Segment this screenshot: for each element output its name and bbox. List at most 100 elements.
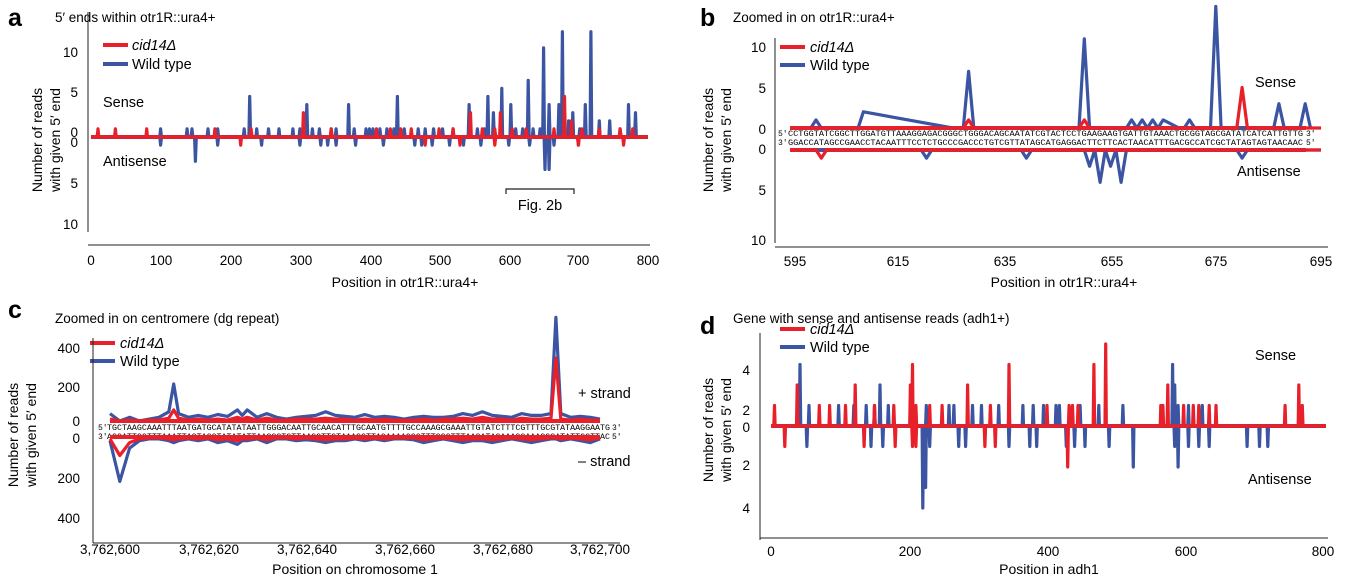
y-axis-label: with given 5′ end (718, 378, 734, 483)
y-tick-label: 10 (751, 233, 766, 248)
x-axis-label: Position in otr1R::ura4+ (991, 274, 1138, 290)
three-prime-label: 3′ (98, 433, 108, 442)
panel-d-yaxis: 4 2 0 2 4 Number of reads with given 5′ … (700, 333, 761, 540)
y-tick-label: 10 (63, 45, 78, 60)
y-tick-label: 200 (57, 471, 80, 486)
x-tick-label: 3,762,640 (277, 542, 337, 557)
x-tick-label: 655 (1101, 254, 1124, 269)
minus-strand-annotation: – strand (578, 454, 630, 470)
sequence-top-strand: TGCTAAGCAAATTTAATGATGCATATATAATTGGGACAAT… (107, 424, 610, 433)
y-axis-label: Number of reads (29, 88, 45, 192)
panel-d-xaxis: 0 200 400 600 800 Position in adh1 (760, 537, 1335, 577)
three-prime-label: 3′ (612, 424, 622, 433)
y-axis-label: Number of reads (5, 383, 21, 487)
x-tick-label: 800 (1312, 544, 1335, 559)
mutant-sense-series (795, 85, 1321, 130)
panel-b-yaxis: 10 5 0 0 5 10 Number of reads with given… (700, 38, 776, 248)
three-prime-label: 3′ (1306, 130, 1316, 139)
y-tick-label: 0 (742, 420, 750, 435)
legend-label-mutant: cid14Δ (810, 40, 854, 56)
panel-d: d Gene with sense and antisense reads (a… (700, 311, 1334, 577)
x-axis-label: Position in otr1R::ura4+ (332, 274, 479, 290)
antisense-annotation: Antisense (1237, 164, 1301, 180)
x-tick-label: 600 (1175, 544, 1198, 559)
y-axis-label: with given 5′ end (718, 88, 734, 193)
y-tick-label: 2 (742, 403, 750, 418)
y-axis-label: with given 5′ end (47, 88, 63, 193)
panel-b-xaxis: 595 615 635 655 675 695 Position in otr1… (775, 246, 1333, 290)
five-prime-label: 5′ (612, 433, 622, 442)
sense-annotation: Sense (103, 95, 144, 111)
x-axis-label: Position in adh1 (999, 561, 1099, 577)
legend-label-wildtype: Wild type (810, 58, 870, 74)
panel-b-sequence: 5′ CCTGGTATCGGCTTGGATGTTAAAGGAGACGGGCTGG… (778, 130, 1316, 148)
y-axis-label: with given 5′ end (23, 383, 39, 488)
y-tick-label: 0 (758, 122, 766, 137)
x-tick-label: 635 (994, 254, 1017, 269)
wildtype-antisense-series (771, 424, 1323, 510)
antisense-annotation: Antisense (103, 154, 167, 170)
bracket-line (505, 188, 575, 194)
panel-c-plot (108, 315, 601, 483)
panel-a-xaxis: 0 100 200 300 400 500 600 700 800 Positi… (87, 244, 659, 290)
legend-label-wildtype: Wild type (132, 57, 192, 73)
panel-a-plot (91, 30, 648, 171)
antisense-annotation: Antisense (1248, 472, 1312, 488)
wildtype-antisense-series (108, 437, 601, 483)
panel-c-title: Zoomed in on centromere (dg repeat) (55, 311, 279, 326)
y-tick-label: 200 (57, 380, 80, 395)
three-prime-label: 3′ (778, 139, 788, 148)
five-prime-label: 5′ (778, 130, 788, 139)
mutant-sense-series (771, 342, 1323, 428)
y-tick-label: 5 (758, 183, 766, 198)
y-tick-label: 0 (72, 431, 80, 446)
panel-c-yaxis: 400 200 0 0 200 400 Number of reads with… (5, 338, 94, 543)
y-tick-label: 0 (758, 142, 766, 157)
x-tick-label: 400 (1037, 544, 1060, 559)
panel-c: c Zoomed in on centromere (dg repeat) ci… (5, 296, 631, 577)
panel-a-legend: cid14Δ Wild type (103, 38, 192, 73)
x-tick-label: 300 (290, 253, 313, 268)
mutant-antisense-series (795, 148, 1321, 160)
wildtype-antisense-series (91, 135, 648, 171)
wildtype-sense-series (109, 315, 601, 423)
x-tick-label: 3,762,680 (473, 542, 533, 557)
y-axis-label: Number of reads (700, 88, 716, 192)
y-tick-label: 2 (742, 458, 750, 473)
legend-label-wildtype: Wild type (810, 340, 870, 356)
x-tick-label: 3,762,600 (80, 542, 140, 557)
panel-label-d: d (700, 312, 715, 340)
five-prime-label: 5′ (98, 424, 108, 433)
y-tick-label: 10 (63, 217, 78, 232)
panel-c-xaxis: 3,762,600 3,762,620 3,762,640 3,762,660 … (80, 542, 630, 577)
bracket-label: Fig. 2b (518, 198, 562, 214)
panel-d-legend: cid14Δ Wild type (780, 322, 870, 356)
y-tick-label: 0 (72, 414, 80, 429)
x-tick-label: 3,762,620 (179, 542, 239, 557)
sequence-bottom-strand: GGACCATAGCCGAACCTACAATTTCCTCTGCCCGACCCTG… (788, 139, 1303, 148)
y-axis-label: Number of reads (700, 378, 716, 482)
x-tick-label: 0 (767, 544, 775, 559)
panel-b: b Zoomed in on otr1R::ura4+ cid14Δ Wild … (700, 4, 1332, 290)
legend-label-mutant: cid14Δ (120, 336, 164, 352)
x-tick-label: 200 (899, 544, 922, 559)
sequence-top-strand: CCTGGTATCGGCTTGGATGTTAAAGGAGACGGGCTGGGAC… (788, 130, 1303, 139)
mutant-antisense-series (771, 424, 1323, 469)
x-tick-label: 500 (429, 253, 452, 268)
x-tick-label: 675 (1205, 254, 1228, 269)
x-tick-label: 100 (150, 253, 173, 268)
x-tick-label: 0 (87, 253, 95, 268)
panel-d-title: Gene with sense and antisense reads (adh… (733, 311, 1010, 326)
legend-label-mutant: cid14Δ (132, 38, 176, 54)
panel-d-plot (771, 342, 1326, 510)
y-tick-label: 10 (751, 40, 766, 55)
panel-c-legend: cid14Δ Wild type (90, 336, 180, 370)
sense-annotation: Sense (1255, 75, 1296, 91)
sense-annotation: Sense (1255, 348, 1296, 364)
x-tick-label: 695 (1310, 254, 1333, 269)
x-tick-label: 200 (220, 253, 243, 268)
y-tick-label: 5 (70, 85, 78, 100)
panel-b-legend: cid14Δ Wild type (780, 40, 870, 74)
panel-a: a 5′ ends within otr1R::ura4+ cid14Δ Wil… (8, 4, 659, 290)
x-tick-label: 615 (887, 254, 910, 269)
